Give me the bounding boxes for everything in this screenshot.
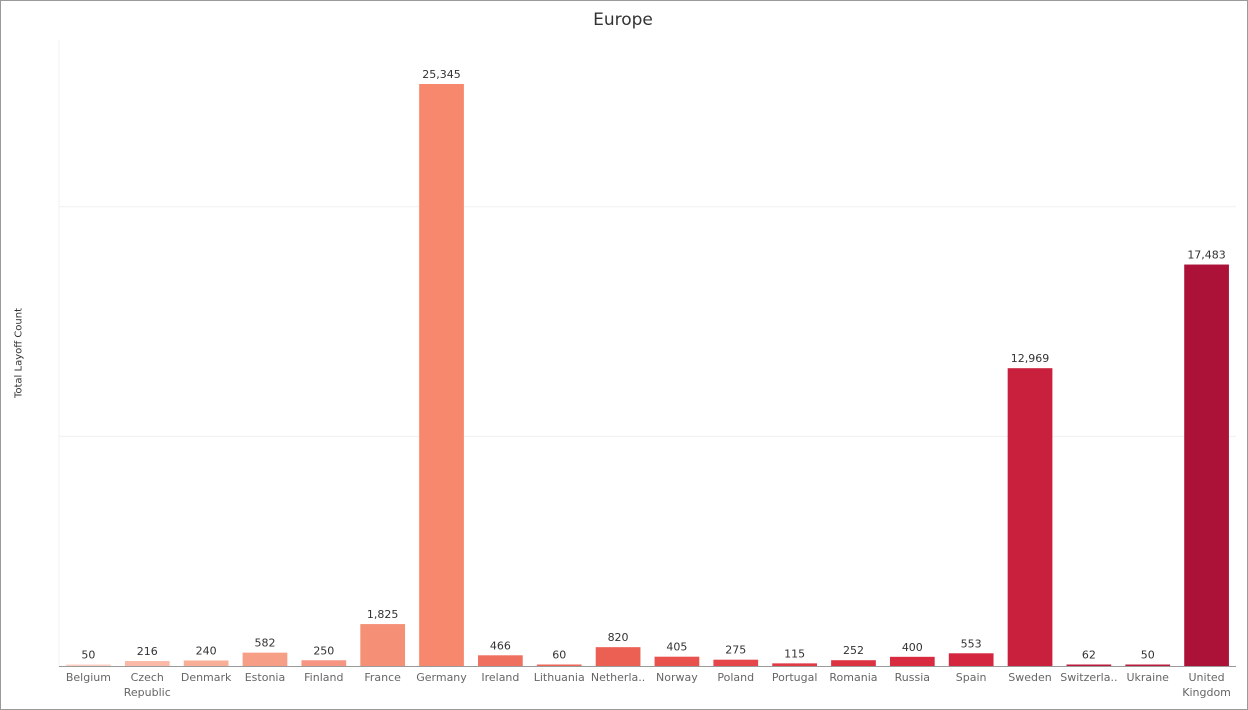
data-label: 62 xyxy=(1082,649,1096,662)
data-label: 1,825 xyxy=(367,608,399,621)
bar[interactable] xyxy=(654,656,700,666)
x-tick-label: United Kingdom xyxy=(1182,671,1231,699)
x-tick-label: Denmark xyxy=(181,671,232,684)
x-tick-label: Switzerla.. xyxy=(1060,671,1117,684)
bar[interactable] xyxy=(360,624,406,666)
x-tick-label: Ireland xyxy=(481,671,519,684)
bar[interactable] xyxy=(183,660,229,666)
x-tick-label: Czech Republic xyxy=(124,671,171,699)
data-label: 240 xyxy=(196,644,217,657)
x-tick-label: Netherla.. xyxy=(591,671,645,684)
bar[interactable] xyxy=(595,647,641,666)
data-label: 50 xyxy=(81,649,95,662)
data-label: 405 xyxy=(666,641,687,654)
bar[interactable] xyxy=(242,652,288,666)
x-tick-label: Germany xyxy=(416,671,467,684)
data-label: 582 xyxy=(254,637,275,650)
x-tick-label: Poland xyxy=(717,671,754,684)
data-label: 115 xyxy=(784,647,805,660)
x-tick-label: Russia xyxy=(895,671,930,684)
x-tick-label: Spain xyxy=(956,671,987,684)
bar[interactable] xyxy=(1007,368,1053,666)
data-label: 820 xyxy=(608,631,629,644)
x-tick-label: Finland xyxy=(304,671,343,684)
bar[interactable] xyxy=(772,663,817,666)
data-label: 553 xyxy=(961,637,982,650)
chart-title: Europe xyxy=(593,10,653,30)
x-tick-label: Romania xyxy=(829,671,877,684)
data-label: 50 xyxy=(1141,649,1155,662)
bar[interactable] xyxy=(124,661,170,666)
bar[interactable] xyxy=(536,664,582,667)
bar[interactable] xyxy=(831,660,876,666)
bar[interactable] xyxy=(419,84,464,666)
data-label: 25,345 xyxy=(422,68,461,81)
data-label: 466 xyxy=(490,639,511,652)
bar[interactable] xyxy=(1066,664,1112,667)
data-label: 250 xyxy=(313,644,334,657)
x-tick-label: Portugal xyxy=(772,671,818,684)
data-label: 252 xyxy=(843,644,864,657)
data-label: 216 xyxy=(137,645,158,658)
bar[interactable] xyxy=(301,660,347,666)
x-tick-label: France xyxy=(364,671,401,684)
bar[interactable] xyxy=(478,655,523,666)
x-tick-label: Ukraine xyxy=(1126,671,1169,684)
bar[interactable] xyxy=(713,659,759,666)
data-label: 17,483 xyxy=(1187,249,1226,262)
x-tick-label: Norway xyxy=(656,671,698,684)
x-tick-label: Lithuania xyxy=(534,671,585,684)
data-label: 12,969 xyxy=(1011,352,1050,365)
data-label: 400 xyxy=(902,641,923,654)
x-tick-label: Sweden xyxy=(1008,671,1051,684)
bar[interactable] xyxy=(948,653,994,666)
x-tick-label: Belgium xyxy=(66,671,111,684)
x-tick-label: Estonia xyxy=(245,671,286,684)
data-label: 275 xyxy=(725,644,746,657)
bar[interactable] xyxy=(1125,664,1171,667)
bar[interactable] xyxy=(1184,264,1229,666)
bar[interactable] xyxy=(66,664,111,667)
data-label: 60 xyxy=(552,649,566,662)
bar[interactable] xyxy=(889,656,935,666)
